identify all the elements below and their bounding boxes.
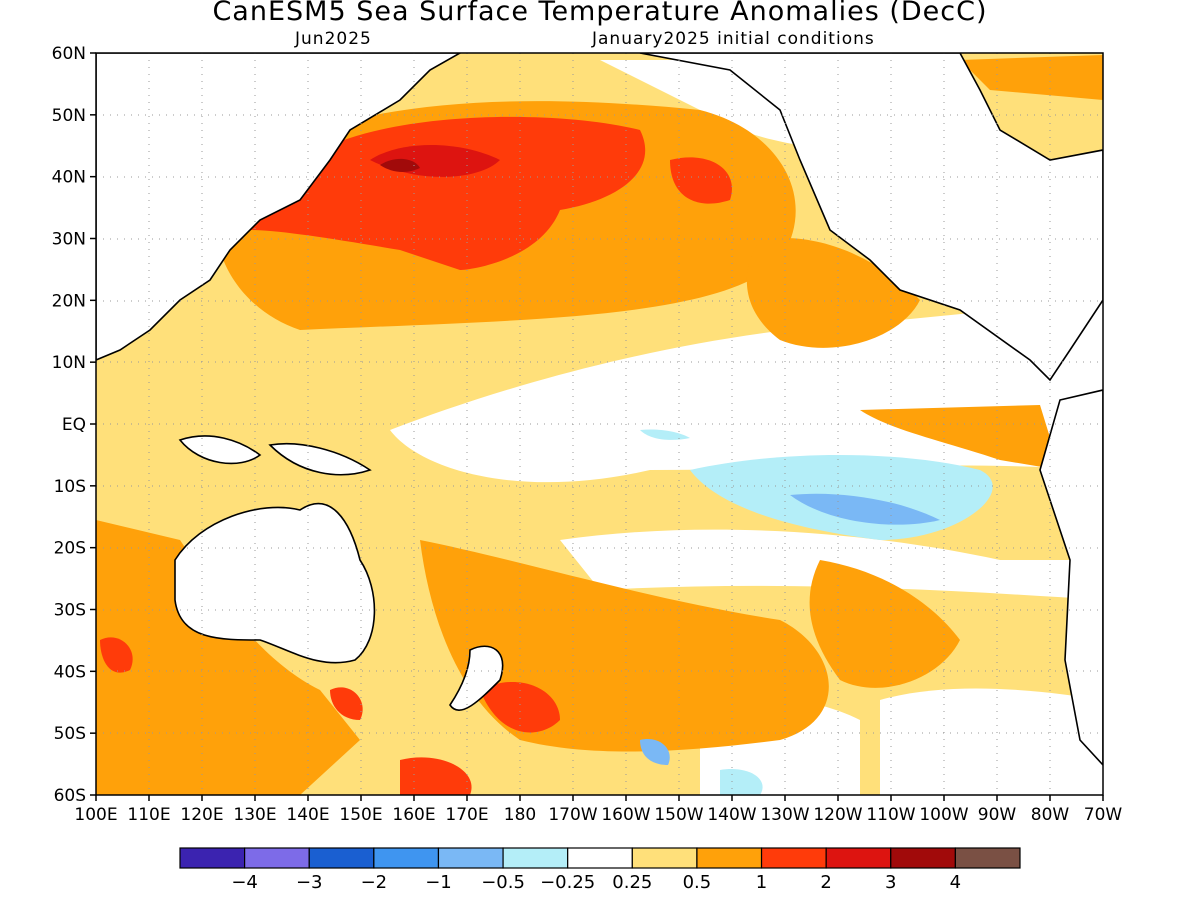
- lat-label: 10S: [54, 477, 86, 497]
- lon-label: 180: [504, 805, 536, 825]
- colorbar-label: 1: [756, 872, 767, 893]
- lon-label: 130E: [233, 805, 276, 825]
- colorbar-label: 4: [950, 872, 961, 893]
- colorbar-swatch: [179, 847, 246, 869]
- lat-label: 60S: [54, 786, 86, 806]
- map-title: CanESM5 Sea Surface Temperature Anomalie…: [212, 0, 988, 27]
- colorbar-label: 3: [885, 872, 896, 893]
- lon-label: 70W: [1084, 805, 1123, 825]
- lon-label: 100E: [74, 805, 117, 825]
- colorbar-swatch: [696, 847, 763, 869]
- borneo-land: [178, 435, 262, 465]
- lat-label: 40N: [52, 168, 86, 188]
- lon-label: 160E: [392, 805, 435, 825]
- hot-anomaly-kuroshio: [248, 116, 646, 270]
- lon-label: 170E: [445, 805, 488, 825]
- hot-anomaly-southwest: [400, 757, 472, 795]
- hot-anomaly-west: [100, 637, 133, 673]
- new-guinea-land: [268, 442, 372, 476]
- cool-anomaly-spot3: [720, 769, 763, 795]
- grid-lines: [96, 53, 1103, 795]
- cool-anomaly-spot2: [640, 739, 670, 765]
- lon-label: 110E: [127, 805, 170, 825]
- colorbar-label: −4: [231, 872, 258, 893]
- lat-label: 60N: [52, 44, 86, 64]
- colorbar-swatch: [890, 847, 956, 869]
- australia-land: [174, 503, 376, 664]
- lon-label: 120E: [180, 805, 223, 825]
- lon-label: 110W: [866, 805, 915, 825]
- lat-label: 30N: [52, 230, 86, 250]
- colorbar-swatch: [244, 847, 310, 869]
- lon-label: 150E: [339, 805, 382, 825]
- colorbar-swatch: [567, 847, 633, 869]
- lat-label: 30S: [54, 601, 86, 621]
- warm-anomaly-southeast: [809, 560, 960, 688]
- colorbar-swatch: [502, 847, 569, 869]
- asia-land: [96, 53, 462, 361]
- warm-anomaly-northeast: [746, 238, 920, 348]
- south-america-land: [1039, 389, 1103, 767]
- colorbar-label: −0.25: [540, 872, 595, 893]
- colorbar-label: −1: [425, 872, 452, 893]
- new-zealand-land: [449, 645, 504, 711]
- warm-anomaly-indian: [96, 520, 360, 795]
- lon-label: 100W: [919, 805, 968, 825]
- latitude-axis: 60N 50N 40N 30N 20N 10N EQ 10S 20S 30S 40S 50S 60S: [52, 44, 96, 806]
- cool-anomaly-spot1: [640, 429, 690, 440]
- colorbar-label: 0.25: [612, 872, 652, 893]
- lat-label: 20N: [52, 291, 86, 311]
- colorbar-label: 2: [820, 872, 831, 893]
- lat-label: EQ: [62, 415, 86, 435]
- colorbar-label: −3: [296, 872, 323, 893]
- lon-label: 130W: [760, 805, 809, 825]
- lon-label: 80W: [1031, 805, 1070, 825]
- landmasses: [96, 53, 1103, 767]
- colorbar-label: −0.5: [481, 872, 525, 893]
- longitude-axis: 100E 110E 120E 130E 140E 150E 160E 170E 180 170W 1…: [74, 795, 1122, 825]
- lat-label: 10N: [52, 353, 86, 373]
- colorbar: −4 −3 −2 −1 −0.5 −0.25 0.25 0.5 1 2 3 4: [179, 847, 1021, 893]
- colorbar-swatch: [308, 847, 375, 869]
- extreme-anomaly: [380, 158, 420, 172]
- colorbar-swatch: [631, 847, 698, 869]
- lon-label: 90W: [978, 805, 1017, 825]
- hot-anomaly-newzealand: [480, 681, 560, 733]
- colorbar-label: 0.5: [683, 872, 712, 893]
- lon-label: 170W: [548, 805, 597, 825]
- lat-label: 50S: [54, 724, 86, 744]
- hot-anomaly-tasman: [330, 687, 363, 720]
- colorbar-swatch: [825, 847, 892, 869]
- lat-label: 40S: [54, 662, 86, 682]
- colorbar-swatch: [954, 847, 1021, 869]
- warm-anomaly-eastequator: [860, 405, 1060, 470]
- colorbar-label: −2: [361, 872, 388, 893]
- neutral-region-southeast: [880, 688, 1103, 795]
- lon-label: 140E: [286, 805, 329, 825]
- colorbar-swatch: [373, 847, 440, 869]
- lat-label: 20S: [54, 539, 86, 559]
- cool-anomaly-core: [790, 493, 940, 525]
- lon-label: 140W: [707, 805, 756, 825]
- initial-conditions: January2025 initial conditions: [592, 29, 875, 49]
- colorbar-swatch: [760, 847, 827, 869]
- lon-label: 160W: [601, 805, 650, 825]
- colorbar-swatch: [437, 847, 504, 869]
- forecast-month: Jun2025: [295, 29, 372, 49]
- hot-anomaly-midpacific: [670, 157, 732, 204]
- lon-label: 120W: [813, 805, 862, 825]
- warm-anomaly-atlantic: [960, 55, 1103, 100]
- lon-label: 150W: [654, 805, 703, 825]
- lat-label: 50N: [52, 106, 86, 126]
